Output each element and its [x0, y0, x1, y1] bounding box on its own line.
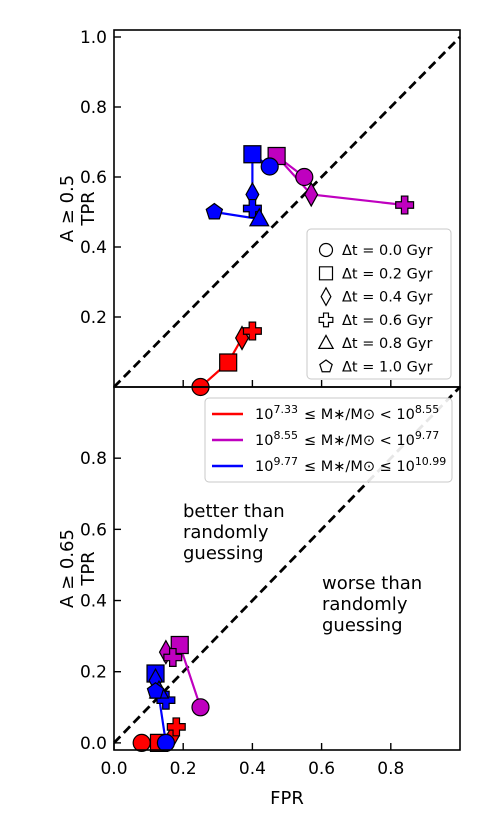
- data-point-circle-marker: [191, 698, 210, 717]
- data-point-square-marker: [243, 145, 262, 164]
- legend-label: 109.77 ≤ M∗/M⊙ ≤ 1010.99: [255, 455, 448, 475]
- y-tick-label: 0.8: [80, 449, 107, 469]
- annotation-text: better than: [183, 501, 285, 522]
- y-tick-label: 1.0: [80, 28, 107, 48]
- bottom-panel: 0.0 0.2 0.4 0.6 0.8 0.0 0.2 0.4 0.6 0.8 A ≥ 0.65 TP…: [57, 386, 462, 809]
- data-point-diamond-marker: [304, 181, 319, 208]
- legend-box: [204, 397, 453, 483]
- mid-mass-series: [158, 635, 210, 717]
- legend-label: 107.33 ≤ M∗/M⊙ < 108.55: [255, 403, 441, 423]
- annotation-text: worse than: [322, 573, 422, 594]
- legend-label: Δt = 0.6 Gyr: [342, 313, 432, 329]
- legend-label: 108.55 ≤ M∗/M⊙ < 109.77: [255, 429, 441, 449]
- annotation-text: randomly: [183, 522, 269, 543]
- data-point-circle-marker: [156, 733, 175, 752]
- data-point-circle-marker: [295, 167, 314, 187]
- y-axis-label-line: A ≥ 0.5: [57, 175, 78, 242]
- low-mass-series: [191, 321, 262, 397]
- legend-triangle-marker: [317, 334, 335, 349]
- x-tick-label: 0.2: [170, 759, 197, 779]
- y-tick-label: 0.2: [80, 308, 107, 328]
- y-tick-label: 0.2: [80, 663, 107, 683]
- y-tick-label: 0.6: [80, 520, 107, 540]
- legend-label: Δt = 0.2 Gyr: [342, 266, 432, 282]
- legend-box: [306, 228, 452, 380]
- x-tick-label: 0.0: [100, 759, 127, 779]
- x-axis-label: FPR: [270, 788, 304, 809]
- data-point-triangle-marker: [248, 207, 270, 227]
- annotation-text: guessing: [183, 543, 264, 564]
- y-tick-label: 0.0: [80, 734, 107, 754]
- legend-label: Δt = 1.0 Gyr: [342, 360, 432, 376]
- y-tick-label: 0.6: [80, 168, 107, 188]
- x-tick-label: 0.8: [377, 759, 404, 779]
- legend-square-marker: [318, 266, 334, 281]
- data-point-pentagon-marker: [146, 682, 165, 699]
- data-point-plus-marker: [166, 717, 186, 737]
- y-axis-label-line: TPR: [78, 191, 99, 226]
- data-point-circle-marker: [132, 733, 151, 752]
- data-point-pentagon-marker: [205, 202, 224, 220]
- legend-label: Δt = 0.0 Gyr: [342, 243, 432, 259]
- y-axis-label: A ≥ 0.5 TPR: [57, 175, 99, 242]
- legend-circle-marker: [318, 242, 334, 258]
- high-mass-series: [205, 145, 279, 227]
- annotation-text: guessing: [322, 615, 403, 636]
- data-point-plus-marker: [163, 647, 183, 667]
- y-tick-label: 0.8: [80, 98, 107, 118]
- y-axis-label: A ≥ 0.65 TPR: [57, 529, 99, 608]
- legend-plus-marker: [318, 312, 334, 328]
- series-line: [275, 155, 405, 207]
- marker-legend: Δt = 0.0 Gyr Δt = 0.2 Gyr Δt = 0.4 Gyr Δt =…: [306, 228, 452, 380]
- mass-legend: 107.33 ≤ M∗/M⊙ < 108.55 108.55 ≤ M∗/M⊙ <…: [204, 397, 453, 483]
- y-axis-label-line: TPR: [78, 551, 99, 586]
- x-tick-label: 0.4: [239, 759, 266, 779]
- legend-diamond-marker: [320, 286, 332, 307]
- legend-label: Δt = 0.8 Gyr: [342, 336, 432, 352]
- y-tick-label: 0.4: [80, 592, 107, 612]
- data-point-square-marker: [219, 353, 238, 372]
- legend-pentagon-marker: [319, 359, 333, 373]
- plot-frame: [113, 386, 461, 751]
- legend-label: Δt = 0.4 Gyr: [342, 290, 432, 306]
- x-tick-label: 0.6: [308, 759, 335, 779]
- y-tick-label: 0.4: [80, 238, 107, 258]
- data-point-plus-marker: [242, 321, 262, 341]
- annotation-text: randomly: [322, 594, 408, 615]
- random-guess-diagonal: [113, 36, 461, 388]
- y-axis-label-line: A ≥ 0.65: [57, 529, 78, 608]
- data-point-plus-marker: [395, 195, 415, 215]
- high-mass-series: [146, 664, 176, 752]
- data-point-circle-marker: [260, 157, 279, 176]
